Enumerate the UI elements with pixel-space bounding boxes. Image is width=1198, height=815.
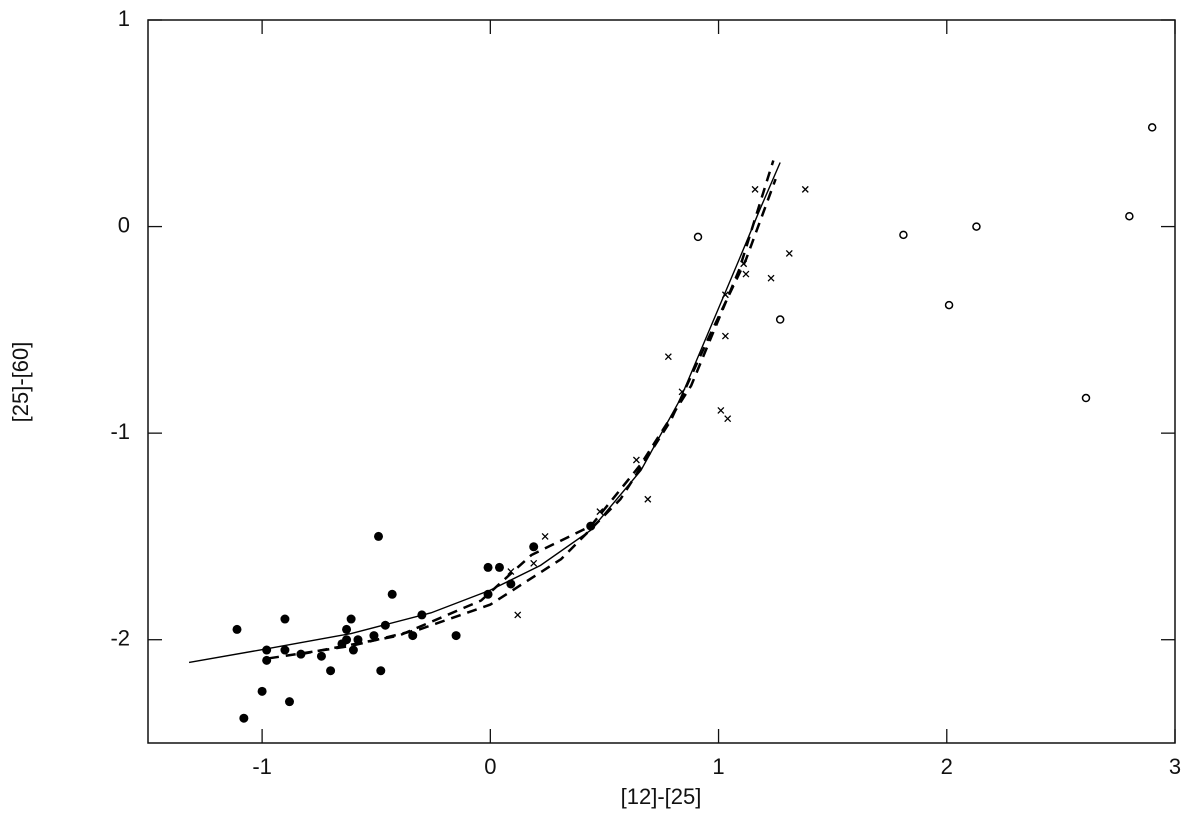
open-point: [972, 222, 981, 231]
cross-point: [530, 559, 538, 567]
cross-point: [785, 249, 793, 257]
x-tick-label: 1: [712, 754, 724, 779]
x-tick-label: 3: [1169, 754, 1181, 779]
cross-point: [596, 508, 604, 516]
cross-point: [721, 332, 729, 340]
open-point: [899, 230, 908, 240]
filled-point: [316, 651, 326, 661]
filled-point: [326, 666, 336, 676]
filled-point: [342, 624, 352, 634]
plot-frame: [147, 19, 1176, 744]
filled-point: [280, 614, 290, 624]
cross-point: [507, 568, 515, 576]
filled-point: [280, 645, 290, 655]
filled-point: [239, 713, 249, 723]
open-point: [944, 300, 954, 310]
filled-point: [346, 614, 356, 624]
filled-point: [348, 645, 358, 655]
y-tick-label: 1: [118, 6, 130, 31]
cross-point: [541, 532, 549, 540]
cross-point: [514, 611, 522, 619]
y-tick-label: 0: [118, 212, 130, 237]
model-curve: [268, 178, 777, 660]
filled-point: [529, 542, 539, 552]
cross-point: [644, 495, 652, 503]
filled-point: [262, 655, 272, 665]
filled-point: [483, 562, 493, 572]
filled-point: [257, 686, 267, 696]
filled-point: [376, 666, 386, 676]
cross-point: [767, 274, 775, 282]
cross-point: [751, 185, 759, 193]
model-curve: [188, 162, 781, 664]
open-point: [775, 315, 785, 324]
filled-point: [342, 635, 352, 645]
filled-point: [232, 624, 242, 634]
cross-point: [632, 456, 640, 464]
open-point: [1147, 123, 1157, 132]
x-axis-label: [12]-[25]: [621, 784, 702, 809]
cross-point: [801, 185, 809, 193]
model-curve: [300, 160, 775, 656]
x-tick-label: -1: [252, 754, 272, 779]
filled-point: [408, 631, 418, 641]
filled-point: [374, 531, 384, 541]
open-point: [693, 232, 703, 242]
x-tick-label: 2: [941, 754, 953, 779]
filled-point: [387, 589, 397, 599]
filled-point: [284, 697, 294, 707]
filled-point: [451, 631, 461, 641]
cross-point: [717, 406, 725, 414]
y-tick-label: -1: [110, 419, 130, 444]
cross-point: [664, 353, 672, 361]
y-tick-label: -2: [110, 626, 130, 651]
filled-point: [369, 631, 379, 641]
y-axis-label: [25]-[60]: [8, 342, 33, 423]
filled-point: [494, 562, 504, 572]
open-point: [1125, 211, 1134, 221]
open-point: [1081, 393, 1091, 403]
x-tick-label: 0: [484, 754, 496, 779]
cross-point: [724, 415, 732, 423]
cross-point: [742, 270, 750, 278]
